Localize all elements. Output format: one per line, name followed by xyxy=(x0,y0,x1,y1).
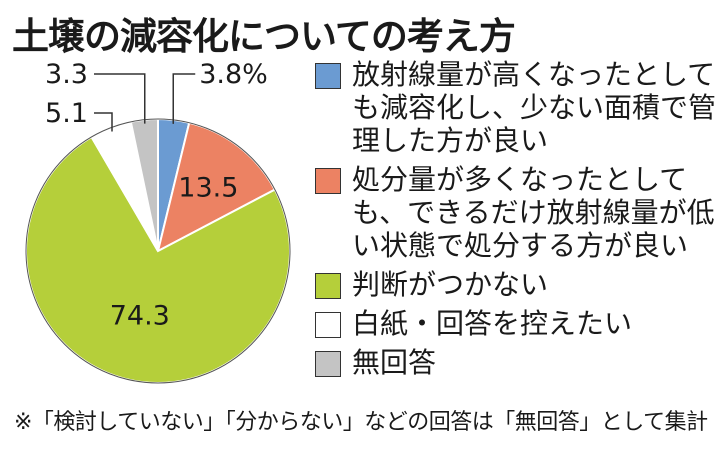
legend-label: 放射線量が高くなったとしても減容化し、少ない面積で管理した方が良い xyxy=(352,58,717,157)
pie-chart: 13.5 74.3 3.8% 3.3 5.1 xyxy=(25,59,291,384)
legend-swatch-blue xyxy=(315,63,341,89)
legend-swatch-white xyxy=(315,312,341,338)
legend-label: 白紙・回答を控えたい xyxy=(352,307,633,340)
data-label-low-dose-dispose: 13.5 xyxy=(178,172,238,203)
legend-item-undecided: 判断がつかない xyxy=(312,268,716,301)
data-label-undecided: 74.3 xyxy=(110,300,170,331)
data-label-blank: 5.1 xyxy=(45,98,88,129)
legend-item-no-answer: 無回答 xyxy=(312,346,716,379)
legend-swatch-gray xyxy=(315,351,341,377)
leader-line-high-dose-reduce xyxy=(172,73,196,124)
legend-label: 処分量が多くなったとしても、できるだけ放射線量が低い状態で処分する方が良い xyxy=(352,163,715,262)
legend-label: 無回答 xyxy=(352,346,437,379)
leader-line-no-answer xyxy=(94,73,146,124)
legend-item-low-dose-dispose: 処分量が多くなったとしても、できるだけ放射線量が低い状態で処分する方が良い xyxy=(312,163,716,262)
legend-swatch-green xyxy=(315,273,341,299)
legend-label: 判断がつかない xyxy=(352,268,549,301)
legend-item-blank: 白紙・回答を控えたい xyxy=(312,307,716,340)
pie-outline xyxy=(25,118,291,384)
data-label-high-dose-reduce: 3.8% xyxy=(199,59,268,90)
data-label-no-answer: 3.3 xyxy=(45,59,88,90)
leader-line-blank xyxy=(94,112,113,132)
legend: 放射線量が高くなったとしても減容化し、少ない面積で管理した方が良い 処分量が多く… xyxy=(312,58,716,385)
chart-title: 土壌の減容化についての考え方 xyxy=(12,15,516,58)
legend-item-high-dose-reduce: 放射線量が高くなったとしても減容化し、少ない面積で管理した方が良い xyxy=(312,58,716,157)
footnote: ※「検討していない」「分からない」などの回答は「無回答」として集計 xyxy=(14,410,708,435)
legend-swatch-orange xyxy=(315,168,341,194)
